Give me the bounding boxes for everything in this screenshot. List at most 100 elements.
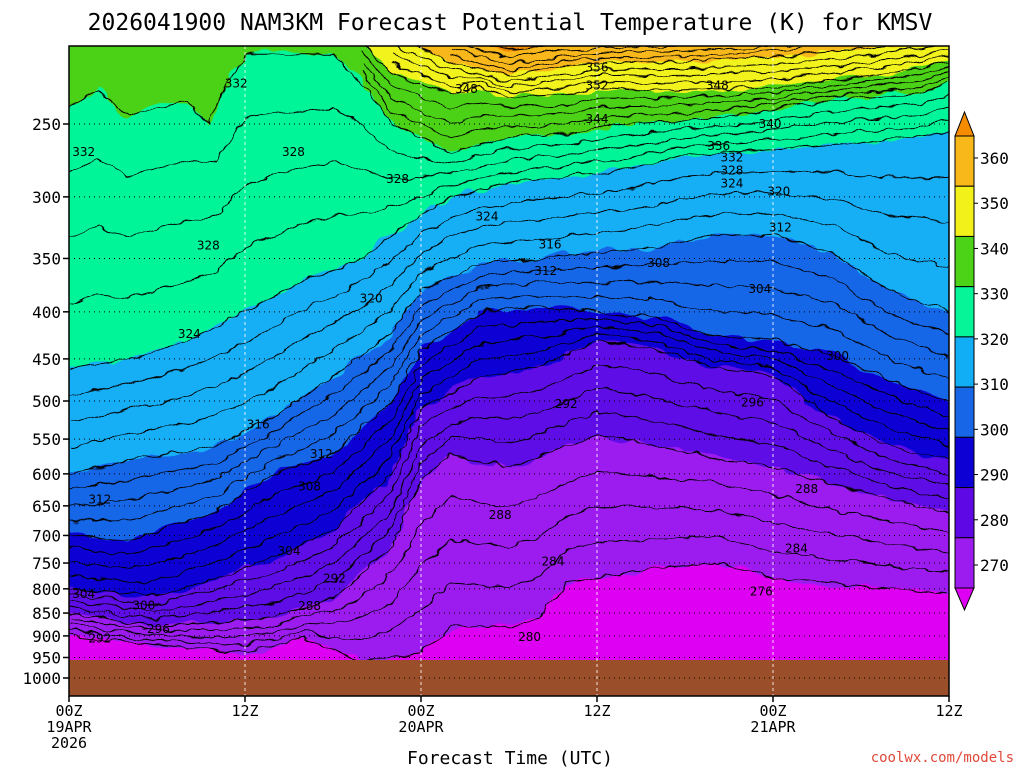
isoline-24: [69, 93, 949, 178]
isoline-6: [69, 411, 949, 620]
contour-label-344-19: 344: [586, 112, 609, 126]
x-tick-label-0-2: 2026: [51, 734, 87, 752]
chart-title: 2026041900 NAM3KM Forecast Potential Tem…: [88, 10, 933, 36]
contour-label-288-38: 288: [489, 508, 512, 522]
colorbar-segment-4: [954, 286, 975, 338]
contour-label-332-1: 332: [72, 145, 95, 159]
contour-label-352-22: 352: [586, 78, 609, 92]
contour-label-296-33: 296: [741, 396, 764, 410]
contour-label-296-32: 296: [147, 622, 170, 636]
colorbar-segment-9: [954, 537, 975, 589]
contour-bands: [69, 46, 949, 662]
contour-label-332-16: 332: [720, 151, 743, 165]
colorbar: 360 350 340 330 320 310 300 290 280 270: [954, 110, 1009, 612]
contour-label-328-15: 328: [720, 164, 743, 178]
x-tick-label-24-1: 20APR: [398, 718, 444, 736]
contour-label-312-25: 312: [310, 447, 333, 461]
contour-label-324-14: 324: [720, 176, 743, 190]
isoline-8: [69, 363, 949, 605]
isoline-28: [361, 52, 949, 110]
isoline-18: [69, 213, 949, 448]
colorbar-top-arrow: [954, 110, 975, 137]
isoline-29: [365, 46, 949, 99]
colorbar-segment-3: [954, 235, 975, 288]
contour-label-284-40: 284: [542, 554, 565, 568]
x-tick-label-12-0: 12Z: [231, 702, 258, 720]
contour-label-328-2: 328: [282, 145, 305, 159]
isoline-37: [490, 46, 560, 52]
isoline-15: [69, 281, 949, 506]
dotted-grid: [69, 46, 949, 696]
x-axis-label: Forecast Time (UTC): [407, 748, 613, 768]
contour-lines: [69, 46, 949, 663]
isoline-7: [69, 387, 949, 613]
isoline-11: [69, 325, 949, 569]
y-tick-label-700: 700: [32, 526, 61, 545]
contour-label-308-10: 308: [647, 256, 670, 270]
isoline-25: [69, 53, 949, 153]
contour-label-320-13: 320: [767, 184, 790, 198]
contour-label-328-3: 328: [386, 172, 409, 186]
colorbar-segment-1: [954, 135, 975, 187]
colorbar-label-340: 340: [980, 239, 1009, 258]
colorbar-label-330: 330: [980, 285, 1009, 304]
isoline-16: [69, 259, 949, 490]
contour-label-316-24: 316: [247, 417, 270, 431]
isoline-5: [69, 434, 949, 628]
y-tick-label-500: 500: [32, 392, 61, 411]
isoline-4: [69, 470, 949, 632]
y-tick-label-550: 550: [32, 430, 61, 449]
isoline-19: [69, 191, 949, 422]
contour-label-308-27: 308: [298, 479, 321, 493]
y-tick-label-750: 750: [32, 554, 61, 573]
y-tick-label-450: 450: [32, 350, 61, 369]
colorbar-segment-2: [954, 185, 975, 237]
y-tick-label-800: 800: [32, 580, 61, 599]
contour-label-292-34: 292: [88, 632, 111, 646]
contour-label-288-39: 288: [795, 482, 818, 496]
isoline-20: [69, 170, 949, 395]
contour-label-300-31: 300: [826, 349, 849, 363]
colorbar-label-350: 350: [980, 194, 1009, 213]
x-tick-label-48-0: 00Z: [759, 702, 786, 720]
contour-label-292-36: 292: [555, 397, 578, 411]
colorbar-label-310: 310: [980, 375, 1009, 394]
plot-frame: [68, 45, 950, 697]
y-tick-label-300: 300: [32, 188, 61, 207]
x-tick-label-60-0: 12Z: [935, 702, 962, 720]
colorbar-label-360: 360: [980, 149, 1009, 168]
contour-label-312-26: 312: [88, 493, 111, 507]
contour-label-340-18: 340: [759, 117, 782, 131]
contour-label-336-17: 336: [707, 139, 730, 153]
y-tick-label-850: 850: [32, 604, 61, 623]
plot-area: [69, 46, 949, 696]
y-axis: 250 300 350 400 450 500 550 600 650 700 750 800 850 9…: [22, 115, 69, 688]
isoline-2: [69, 535, 949, 646]
isoline-30: [391, 55, 949, 93]
isoline-14: [69, 294, 949, 522]
y-tick-label-600: 600: [32, 465, 61, 484]
y-tick-label-950: 950: [32, 649, 61, 668]
contour-label-348-21: 348: [706, 78, 729, 92]
colorbar-segment-6: [954, 386, 975, 438]
isoline-36: [464, 46, 693, 58]
colorbar-bottom-arrow: [954, 587, 975, 612]
contour-label-348-20: 348: [455, 82, 478, 96]
y-tick-label-400: 400: [32, 303, 61, 322]
contour-label-356-23: 356: [586, 60, 609, 74]
colorbar-label-320: 320: [980, 330, 1009, 349]
isoline-3: [69, 506, 949, 638]
watermark: coolwx.com/models: [871, 750, 1014, 766]
contour-label-312-9: 312: [534, 264, 557, 278]
y-tick-label-900: 900: [32, 627, 61, 646]
colorbar-segment-5: [954, 336, 975, 388]
y-tick-label-1000: 1000: [22, 669, 61, 688]
contour-label-332-0: 332: [225, 77, 248, 91]
y-tick-label-350: 350: [32, 249, 61, 268]
contour-label-324-5: 324: [178, 327, 201, 341]
colorbar-label-280: 280: [980, 511, 1009, 530]
isoline-21: [69, 131, 949, 369]
y-tick-label-250: 250: [32, 115, 61, 134]
